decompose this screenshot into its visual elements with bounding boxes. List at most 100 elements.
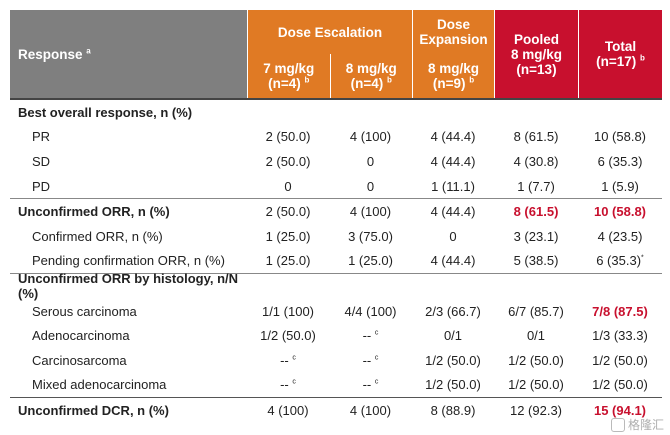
cell: -- c: [329, 377, 412, 392]
cell: -- c: [329, 328, 412, 343]
cell: 1/2 (50.0): [578, 353, 662, 368]
cell: 6 (35.3): [578, 154, 662, 169]
footnote-b: b: [640, 53, 645, 63]
cell-value: 2 (50.0): [265, 129, 311, 145]
header-dose-expansion-title: Dose Expansion: [419, 17, 488, 47]
row-label: Confirmed ORR, n (%): [32, 228, 163, 244]
cell: 2 (50.0): [247, 154, 329, 169]
cell-value: 10 (58.8): [593, 204, 647, 220]
cell: 1/2 (50.0): [247, 328, 329, 343]
cell: 2 (50.0): [247, 129, 329, 144]
header-esc-8mg: 8 mg/kg (n=4) b: [329, 54, 413, 98]
header-pooled-n: (n=13): [516, 61, 557, 77]
cell-value: 8 (88.9): [430, 402, 476, 418]
cell-value: --: [280, 377, 289, 393]
cell: 1 (25.0): [247, 253, 329, 268]
cell: 0/1: [412, 328, 494, 343]
table-row: Pending confirmation ORR, n (%) 1 (25.0) 1…: [10, 249, 662, 274]
cell: 4/4 (100): [329, 304, 412, 319]
cell: 4 (44.4): [412, 154, 494, 169]
cell: 5 (38.5): [494, 253, 578, 268]
header-total-n: (n=17): [596, 54, 637, 69]
row-label: Best overall response, n (%): [18, 104, 193, 120]
cell: 10 (58.8): [578, 129, 662, 144]
cell-value: 0: [366, 178, 375, 194]
cell-value: 1 (25.0): [348, 253, 393, 269]
table-header: Response a Dose Escalation 7 mg/kg (n=4)…: [10, 10, 662, 98]
row-label: Pending confirmation ORR, n (%): [32, 253, 225, 269]
row-label: Mixed adenocarcinoma: [32, 377, 167, 393]
footnote-c: c: [374, 354, 379, 362]
cell-value: 6 (35.3): [596, 253, 642, 269]
watermark: 格隆汇: [610, 416, 664, 433]
cell-value: 0/1: [443, 328, 463, 344]
row-label: Unconfirmed DCR, n (%): [18, 402, 169, 418]
cell: 2 (50.0): [247, 204, 329, 219]
cell: 0: [247, 179, 329, 194]
cell-value: 1/2 (50.0): [508, 377, 564, 393]
cell: 4 (100): [329, 129, 412, 144]
cell-value: 1/2 (50.0): [592, 352, 648, 368]
table-row: Best overall response, n (%): [10, 98, 662, 125]
row-label: Carcinosarcoma: [32, 352, 127, 368]
table-row: Confirmed ORR, n (%) 1 (25.0) 3 (75.0) 0 3 (…: [10, 224, 662, 249]
row-label: Unconfirmed ORR, n (%): [18, 204, 170, 220]
cell-value: 7/8 (87.5): [592, 303, 648, 319]
cell-value: 0: [366, 153, 375, 169]
table-row: PD 0 0 1 (11.1) 1 (7.7) 1 (5.9): [10, 174, 662, 199]
cell-value: 2 (50.0): [265, 153, 311, 169]
cell: 0: [329, 179, 412, 194]
cell-value: 1/2 (50.0): [260, 328, 316, 344]
footnote-c: c: [292, 379, 296, 386]
cell-value: 8 (61.5): [513, 129, 559, 145]
footnote-c: c: [374, 329, 379, 337]
cell-value: 5 (38.5): [513, 253, 559, 269]
cell-value: 15 (94.1): [593, 402, 647, 418]
header-response: Response a: [10, 10, 247, 98]
footnote-a: a: [86, 46, 91, 55]
table-row: Carcinosarcoma -- c -- c 1/2 (50.0) 1/2 (50.…: [10, 348, 662, 373]
cell-value: 4 (23.5): [597, 228, 643, 244]
cell: 3 (23.1): [494, 229, 578, 244]
header-dose-escalation: Dose Escalation 7 mg/kg (n=4) b 8 mg/kg …: [247, 10, 412, 98]
header-dose-expansion: Dose Expansion 8 mg/kg (n=9) b: [412, 10, 494, 98]
cell-value: 1 (7.7): [517, 178, 555, 194]
cell-value: 4 (44.4): [430, 129, 476, 145]
cell-value: --: [362, 377, 372, 393]
cell-value: 0/1: [526, 328, 546, 344]
cell: 1/2 (50.0): [412, 353, 494, 368]
cell: 8 (61.5): [494, 204, 578, 219]
cell: 8 (61.5): [494, 129, 578, 144]
header-esc-7mg-n: (n=4): [268, 76, 301, 91]
table-row: Unconfirmed DCR, n (%) 4 (100) 4 (100) 8 (8…: [10, 397, 662, 423]
row-label: Serous carcinoma: [32, 303, 137, 319]
response-table: Response a Dose Escalation 7 mg/kg (n=4)…: [10, 10, 662, 423]
header-esc-7mg: 7 mg/kg (n=4) b: [248, 54, 330, 98]
table-row: SD 2 (50.0) 0 4 (44.4) 4 (30.8) 6 (35.3): [10, 149, 662, 174]
cell: 1 (11.1): [412, 179, 494, 194]
cell: 4 (100): [329, 403, 412, 418]
cell: -- c: [329, 353, 412, 368]
cell: 8 (88.9): [412, 403, 494, 418]
header-exp-8mg-n: (n=9): [432, 76, 466, 91]
table-row: PR 2 (50.0) 4 (100) 4 (44.4) 8 (61.5) 10 (58.…: [10, 125, 662, 150]
table-row: Serous carcinoma 1/1 (100) 4/4 (100) 2/3 (6…: [10, 299, 662, 324]
cell: 1/2 (50.0): [494, 353, 578, 368]
cell-value: --: [362, 328, 372, 344]
footnote-b: b: [387, 75, 392, 85]
header-esc-7mg-dose: 7 mg/kg: [263, 61, 315, 76]
cell-value: 8 (61.5): [513, 204, 559, 220]
cell: 0: [412, 229, 494, 244]
cell: 1/2 (50.0): [578, 377, 662, 392]
cell-value: 1/2 (50.0): [592, 377, 648, 393]
row-label: Adenocarcinoma: [32, 328, 130, 344]
cell: -- c: [247, 353, 329, 368]
header-exp-8mg-dose: 8 mg/kg: [427, 61, 479, 76]
cell-value: 3 (23.1): [513, 228, 559, 244]
watermark-logo-icon: [610, 417, 625, 432]
cell: 15 (94.1): [578, 403, 662, 418]
cell-value: 1/2 (50.0): [425, 377, 481, 393]
row-label: PD: [32, 178, 51, 194]
cell-value: 1 (11.1): [431, 178, 475, 194]
cell: 0/1: [494, 328, 578, 343]
